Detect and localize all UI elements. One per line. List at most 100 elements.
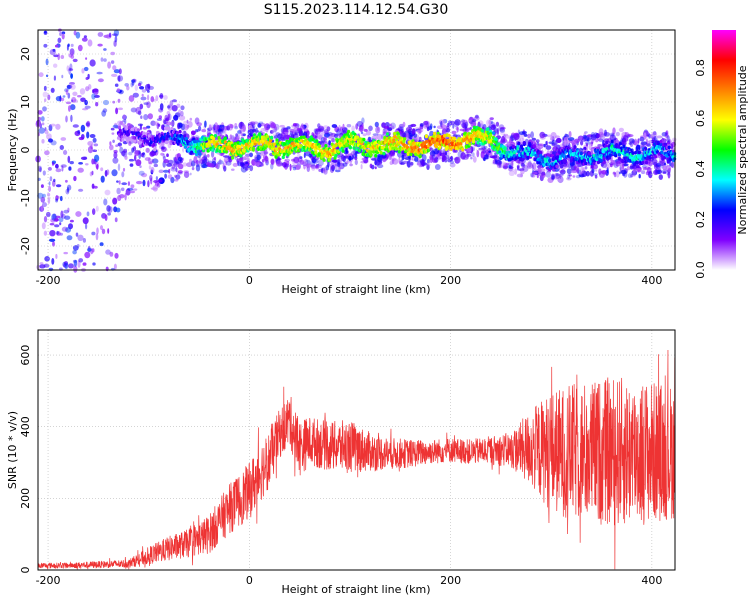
noise-blob	[330, 162, 336, 170]
y-tick-label: 400	[19, 416, 32, 437]
noise-blob	[163, 119, 167, 125]
noise-blob	[160, 152, 165, 156]
ridge-point	[403, 137, 407, 141]
ridge-point	[542, 163, 546, 167]
noise-blob	[149, 161, 153, 165]
ridge-point	[548, 158, 552, 163]
noise-blob	[115, 207, 121, 213]
noise-blob	[194, 129, 199, 133]
noise-blob	[171, 163, 175, 170]
ridge-point	[304, 137, 308, 142]
noise-blob	[175, 174, 181, 180]
ridge-point	[314, 150, 318, 155]
snr-series-line	[37, 349, 676, 570]
noise-blob	[465, 153, 469, 159]
noise-blob	[537, 166, 542, 174]
noise-blob	[156, 118, 162, 121]
noise-blob	[40, 184, 44, 189]
noise-blob	[342, 162, 348, 167]
noise-blob	[121, 182, 128, 186]
noise-blob	[556, 138, 562, 143]
noise-blob	[108, 32, 112, 38]
noise-blob	[454, 119, 461, 126]
noise-blob	[69, 161, 74, 165]
ridge-point	[239, 154, 243, 158]
ridge-point	[659, 142, 663, 147]
colorbar-tick-label: 0.6	[694, 110, 707, 128]
noise-blob	[59, 222, 62, 226]
ridge-point	[486, 127, 490, 131]
noise-blob	[156, 122, 160, 130]
ridge-point	[341, 140, 345, 144]
noise-blob	[178, 109, 182, 115]
noise-blob	[145, 84, 151, 92]
noise-blob	[577, 135, 584, 141]
noise-blob	[183, 171, 190, 178]
noise-blob	[82, 217, 89, 225]
noise-blob	[92, 208, 96, 216]
noise-blob	[105, 266, 109, 272]
noise-blob	[426, 122, 429, 130]
noise-blob	[92, 262, 96, 266]
ridge-point	[521, 154, 525, 159]
ridge-point	[572, 148, 576, 152]
ridge-point	[481, 129, 485, 133]
ridge-point	[352, 146, 356, 150]
noise-blob	[225, 160, 232, 166]
noise-blob	[598, 128, 604, 136]
noise-blob	[482, 148, 486, 152]
noise-blob	[653, 163, 658, 170]
noise-blob	[48, 267, 54, 272]
noise-blob	[392, 158, 399, 165]
noise-blob	[58, 217, 64, 223]
noise-blob	[518, 168, 525, 172]
ridge-point	[170, 126, 174, 131]
noise-blob	[43, 85, 47, 91]
noise-blob	[662, 165, 667, 171]
noise-blob	[590, 134, 597, 141]
noise-blob	[70, 114, 73, 123]
noise-blob	[512, 168, 515, 172]
noise-blob	[80, 156, 88, 160]
noise-blob	[261, 159, 265, 163]
noise-blob	[369, 163, 373, 169]
noise-blob	[64, 215, 71, 220]
ridge-point	[547, 153, 551, 157]
noise-blob	[456, 126, 459, 133]
noise-blob	[320, 131, 324, 137]
ridge-point	[284, 146, 288, 151]
noise-blob	[270, 158, 275, 165]
noise-blob	[331, 137, 335, 143]
noise-blob	[68, 166, 72, 171]
ridge-point	[539, 150, 543, 155]
noise-blob	[439, 152, 446, 157]
colorbar-tick-label: 0.4	[694, 160, 707, 178]
ridge-point	[169, 141, 173, 146]
noise-blob	[572, 161, 576, 166]
noise-blob	[124, 155, 128, 160]
noise-blob	[634, 168, 641, 171]
ridge-point	[322, 158, 326, 162]
noise-blob	[118, 75, 121, 82]
noise-blob	[548, 141, 555, 145]
noise-blob	[316, 157, 320, 160]
spectrogram-grid	[38, 30, 675, 270]
ridge-point	[472, 125, 476, 130]
noise-blob	[124, 193, 127, 201]
noise-blob	[520, 172, 523, 178]
noise-blob	[113, 69, 120, 74]
noise-blob	[428, 125, 433, 131]
noise-blob	[601, 170, 607, 175]
noise-blob	[150, 151, 157, 156]
noise-blob	[48, 181, 51, 186]
ridge-point	[183, 134, 187, 138]
noise-blob	[334, 169, 341, 173]
noise-blob	[552, 146, 559, 152]
noise-blob	[318, 164, 322, 169]
noise-blob	[141, 89, 147, 93]
noise-blob	[41, 222, 46, 230]
noise-blob	[609, 134, 616, 141]
noise-blob	[182, 130, 187, 136]
noise-blob	[82, 262, 87, 266]
noise-blob	[66, 65, 70, 72]
